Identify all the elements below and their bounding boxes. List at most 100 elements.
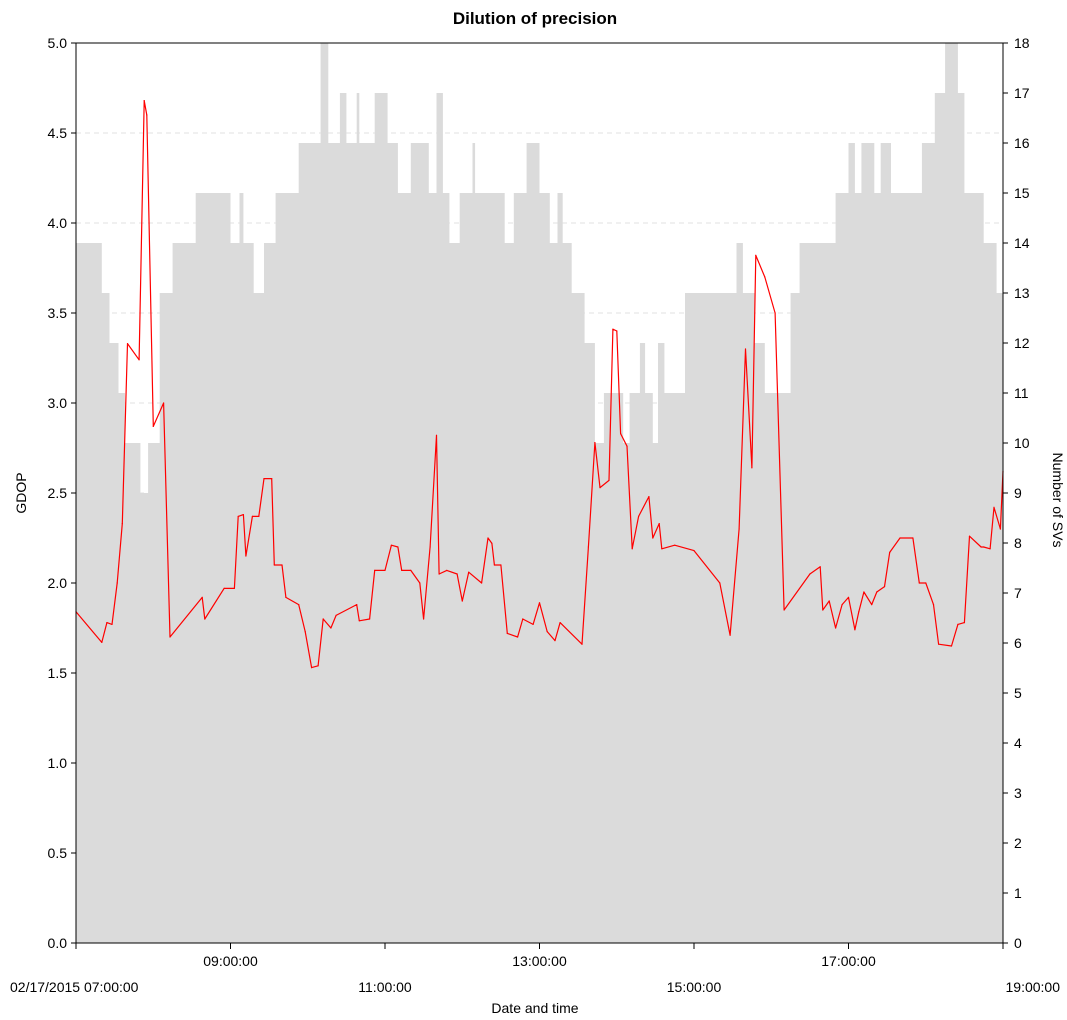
- gdop-point: [273, 564, 275, 566]
- gdop-point: [242, 514, 244, 516]
- gdop-point: [304, 631, 306, 633]
- gdop-point: [298, 604, 300, 606]
- gdop-point: [631, 548, 633, 550]
- gdop-point: [559, 622, 561, 624]
- right-tick-label: 1: [1014, 885, 1022, 901]
- gdop-point: [876, 591, 878, 593]
- gdop-point: [819, 566, 821, 568]
- gdop-point: [491, 542, 493, 545]
- left-tick-label: 1.5: [48, 665, 68, 681]
- gdop-point: [963, 622, 966, 624]
- gdop-point: [116, 582, 118, 584]
- left-tick-label: 4.5: [48, 125, 68, 141]
- gdop-point: [500, 564, 502, 566]
- gdop-point: [809, 573, 811, 575]
- left-axis-ticks: 0.0 0.5 1.0 1.5 2.0 2.5 3.0 3.5 4.0 4.5 5.0: [48, 35, 76, 951]
- right-tick-label: 7: [1014, 585, 1022, 601]
- gdop-point: [729, 634, 731, 636]
- gdop-point: [546, 631, 548, 633]
- gdop-point: [957, 623, 959, 626]
- gdop-point: [599, 487, 601, 489]
- gdop-point: [841, 604, 843, 606]
- chart-title: Dilution of precision: [453, 9, 617, 28]
- gdop-point: [581, 643, 583, 645]
- gdop-point: [152, 425, 154, 427]
- gdop-point: [938, 643, 940, 645]
- right-tick-label: 6: [1014, 635, 1022, 651]
- gdop-point: [429, 546, 431, 548]
- gdop-point: [554, 640, 556, 642]
- left-tick-label: 2.0: [48, 575, 68, 591]
- gdop-point: [330, 627, 332, 629]
- gdop-point: [493, 564, 495, 566]
- gdop-point: [311, 667, 313, 669]
- x-tick-label: 02/17/2015 07:00:00: [10, 979, 139, 995]
- right-tick-label: 13: [1014, 285, 1030, 301]
- gdop-point: [435, 434, 438, 436]
- gdop-point: [835, 627, 837, 629]
- right-tick-label: 14: [1014, 235, 1030, 251]
- gdop-point: [783, 609, 785, 611]
- gdop-point: [258, 515, 260, 518]
- gdop-point: [828, 600, 830, 602]
- gdop-point: [661, 548, 663, 550]
- right-tick-label: 11: [1014, 385, 1029, 401]
- gdop-point: [608, 479, 610, 481]
- gdop-point: [626, 445, 628, 447]
- gdop-point: [883, 586, 886, 588]
- svs-area-series: [76, 43, 1003, 943]
- gdop-point: [143, 100, 145, 102]
- gdop-point: [871, 604, 873, 606]
- x-tick-label: 13:00:00: [512, 953, 567, 969]
- gdop-point: [121, 523, 123, 525]
- gdop-point: [925, 582, 927, 584]
- left-tick-label: 3.5: [48, 305, 68, 321]
- gdop-point: [138, 359, 140, 361]
- gdop-point: [285, 596, 287, 599]
- gdop-point: [989, 548, 991, 550]
- gdop-points: [75, 100, 1004, 669]
- gdop-point: [263, 478, 265, 480]
- gdop-point: [233, 587, 235, 590]
- gdop-point: [271, 478, 273, 480]
- left-axis-label: GDOP: [13, 472, 29, 513]
- gdop-point: [423, 618, 425, 620]
- gdop-point: [146, 114, 148, 116]
- gdop-point: [204, 618, 206, 620]
- gdop-point: [223, 587, 225, 590]
- gdop-point: [390, 544, 392, 546]
- gdop-point: [738, 528, 740, 530]
- x-tick-label: 11:00:00: [358, 979, 412, 995]
- gdop-point: [468, 571, 470, 573]
- x-axis-ticks: 09:00:00 13:00:00 17:00:00 02/17/2015 07:00…: [10, 943, 1060, 995]
- gdop-point: [438, 573, 440, 575]
- gdop-point: [648, 496, 650, 498]
- gdop-point: [983, 546, 985, 548]
- gdop-point: [506, 632, 508, 635]
- gdop-point: [487, 537, 489, 539]
- gdop-point: [461, 600, 463, 602]
- gdop-point: [847, 596, 850, 599]
- gdop-point: [401, 569, 403, 572]
- gdop-point: [999, 528, 1002, 530]
- right-tick-label: 15: [1014, 185, 1030, 201]
- gdop-point: [774, 312, 776, 314]
- gdop-point: [744, 348, 747, 350]
- right-tick-label: 9: [1014, 485, 1022, 501]
- gdop-point: [369, 618, 371, 620]
- gdop-point: [652, 537, 654, 539]
- gdop-point: [532, 623, 534, 626]
- gdop-point: [719, 582, 721, 584]
- right-axis-label: Number of SVs: [1050, 453, 1066, 548]
- right-tick-label: 17: [1014, 85, 1030, 101]
- gdop-point: [918, 582, 920, 584]
- gdop-point: [932, 604, 935, 606]
- gdop-point: [126, 343, 129, 345]
- gdop-point: [322, 618, 324, 620]
- gdop-point: [889, 551, 891, 554]
- gdop-point: [950, 645, 953, 647]
- gdop-point: [456, 573, 458, 575]
- gdop-point: [169, 636, 171, 638]
- gdop-point: [111, 623, 113, 626]
